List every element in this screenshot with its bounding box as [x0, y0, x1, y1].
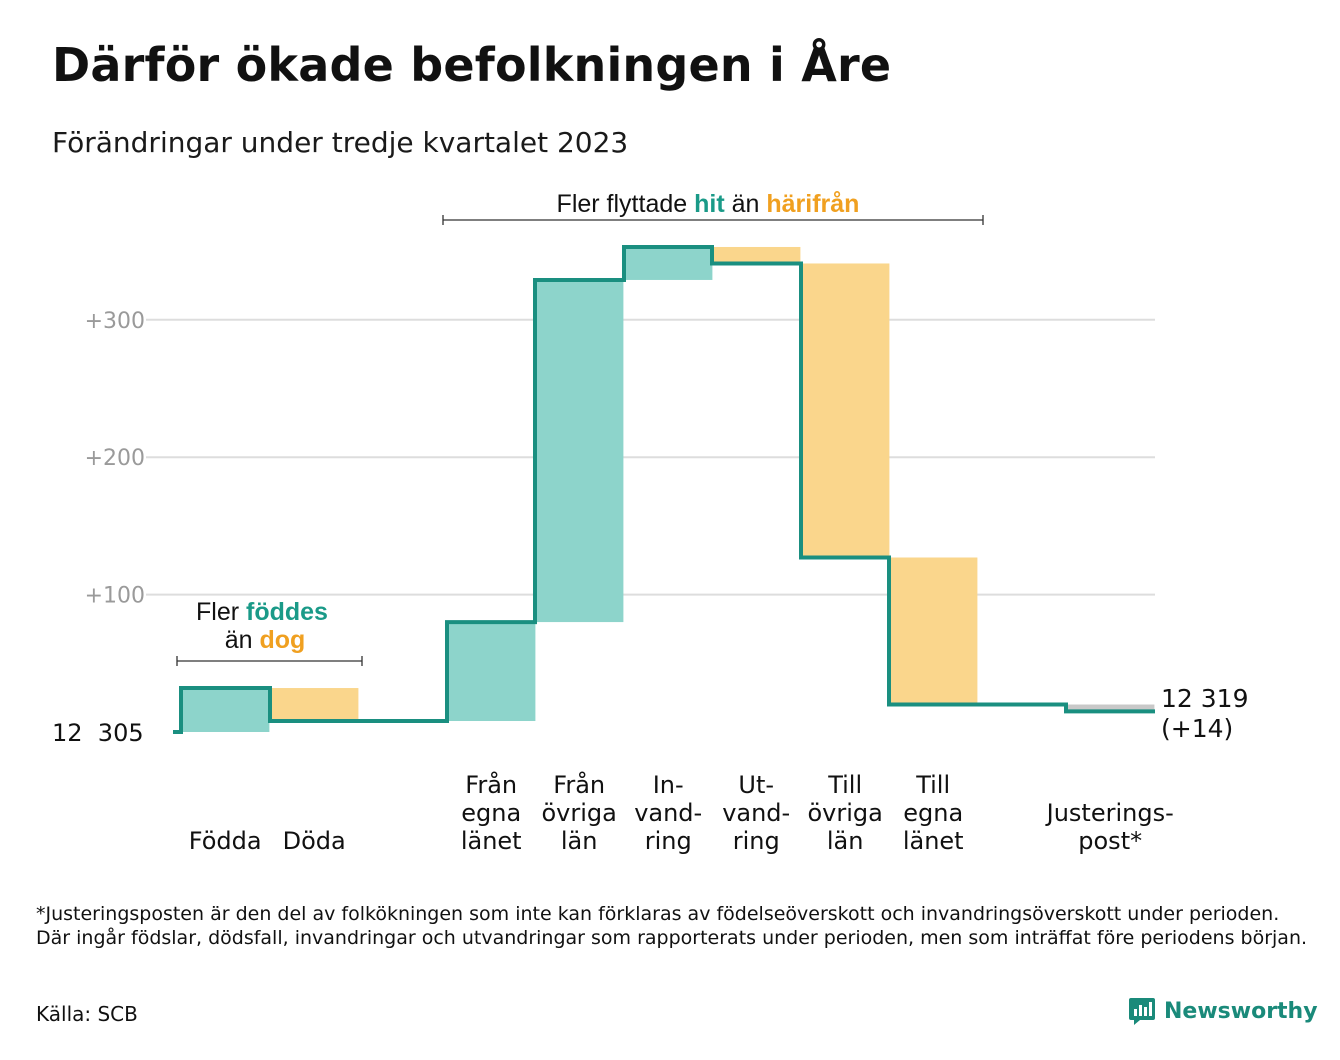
category-label: Till: [915, 771, 950, 799]
start-value-label: 12 305: [52, 719, 144, 747]
migration-bracket: [442, 215, 984, 225]
births-bracket: [176, 656, 363, 666]
births-annotation: Fler föddes än dog: [176, 598, 363, 666]
brand-logo: Newsworthy: [1128, 996, 1318, 1026]
category-label: Födda: [189, 827, 262, 855]
category-label: vand-: [634, 799, 702, 827]
category-label: ring: [733, 827, 780, 855]
waterfall-chart: +100+200+300 Födda DödaFrånegnalänetFrånö…: [52, 190, 1248, 855]
y-tick-label: +100: [85, 584, 145, 609]
category-label: egna: [461, 799, 521, 827]
category-label: län: [827, 827, 864, 855]
category-label: län: [561, 827, 598, 855]
brand-name: Newsworthy: [1164, 998, 1318, 1024]
category-label: Från: [465, 770, 517, 799]
bar-chart-logo-icon: [1129, 998, 1155, 1025]
page-title: Därför ökade befolkningen i Åre: [52, 38, 892, 92]
category-label: egna: [903, 799, 963, 827]
footnote: *Justeringsposten är den del av folkökni…: [36, 903, 1308, 949]
bar-decrease: [801, 263, 890, 558]
y-tick-label: +200: [85, 446, 145, 471]
category-label: övriga: [808, 799, 883, 827]
migration-annotation-text: Fler flyttade hit än härifrån: [557, 190, 860, 218]
source-note: Källa: SCB: [36, 1002, 138, 1026]
births-annotation-line2: än dog: [225, 626, 306, 654]
bar-adjustment: [1066, 704, 1155, 712]
bar-increase: [447, 622, 536, 722]
bar-decrease: [270, 688, 359, 722]
bar-increase: [181, 688, 270, 732]
category-label: Döda: [283, 827, 346, 855]
bar-increase: [535, 279, 624, 623]
category-label: post*: [1078, 827, 1142, 855]
category-label: Från: [553, 770, 605, 799]
bar-decrease: [712, 246, 801, 264]
category-label: länet: [461, 827, 522, 855]
bar-increase: [624, 246, 713, 280]
migration-annotation: Fler flyttade hit än härifrån: [442, 190, 984, 225]
cumulative-step-line: [173, 244, 1155, 734]
category-label: länet: [903, 827, 964, 855]
chart-bars: [181, 246, 1155, 732]
category-label: vand-: [722, 799, 790, 827]
grid-lines: +100 +200 +300: [85, 309, 1155, 609]
category-label: In-: [653, 771, 684, 799]
category-label: Ut-: [738, 771, 774, 799]
births-annotation-line1: Fler föddes: [196, 598, 328, 626]
category-label: Justerings-: [1045, 799, 1174, 827]
chart-labels: Födda DödaFrånegnalänetFrånövrigalänIn-va…: [52, 684, 1248, 855]
y-tick-label: +300: [85, 309, 145, 334]
end-value-label: 12 319: [1161, 684, 1248, 713]
bar-decrease: [889, 557, 978, 705]
category-label: Till: [827, 771, 862, 799]
page-subtitle: Förändringar under tredje kvartalet 2023: [52, 126, 629, 159]
category-label: ring: [645, 827, 692, 855]
category-label: övriga: [542, 799, 617, 827]
end-change-label: (+14): [1161, 714, 1233, 743]
step-line-group: [173, 244, 1155, 734]
